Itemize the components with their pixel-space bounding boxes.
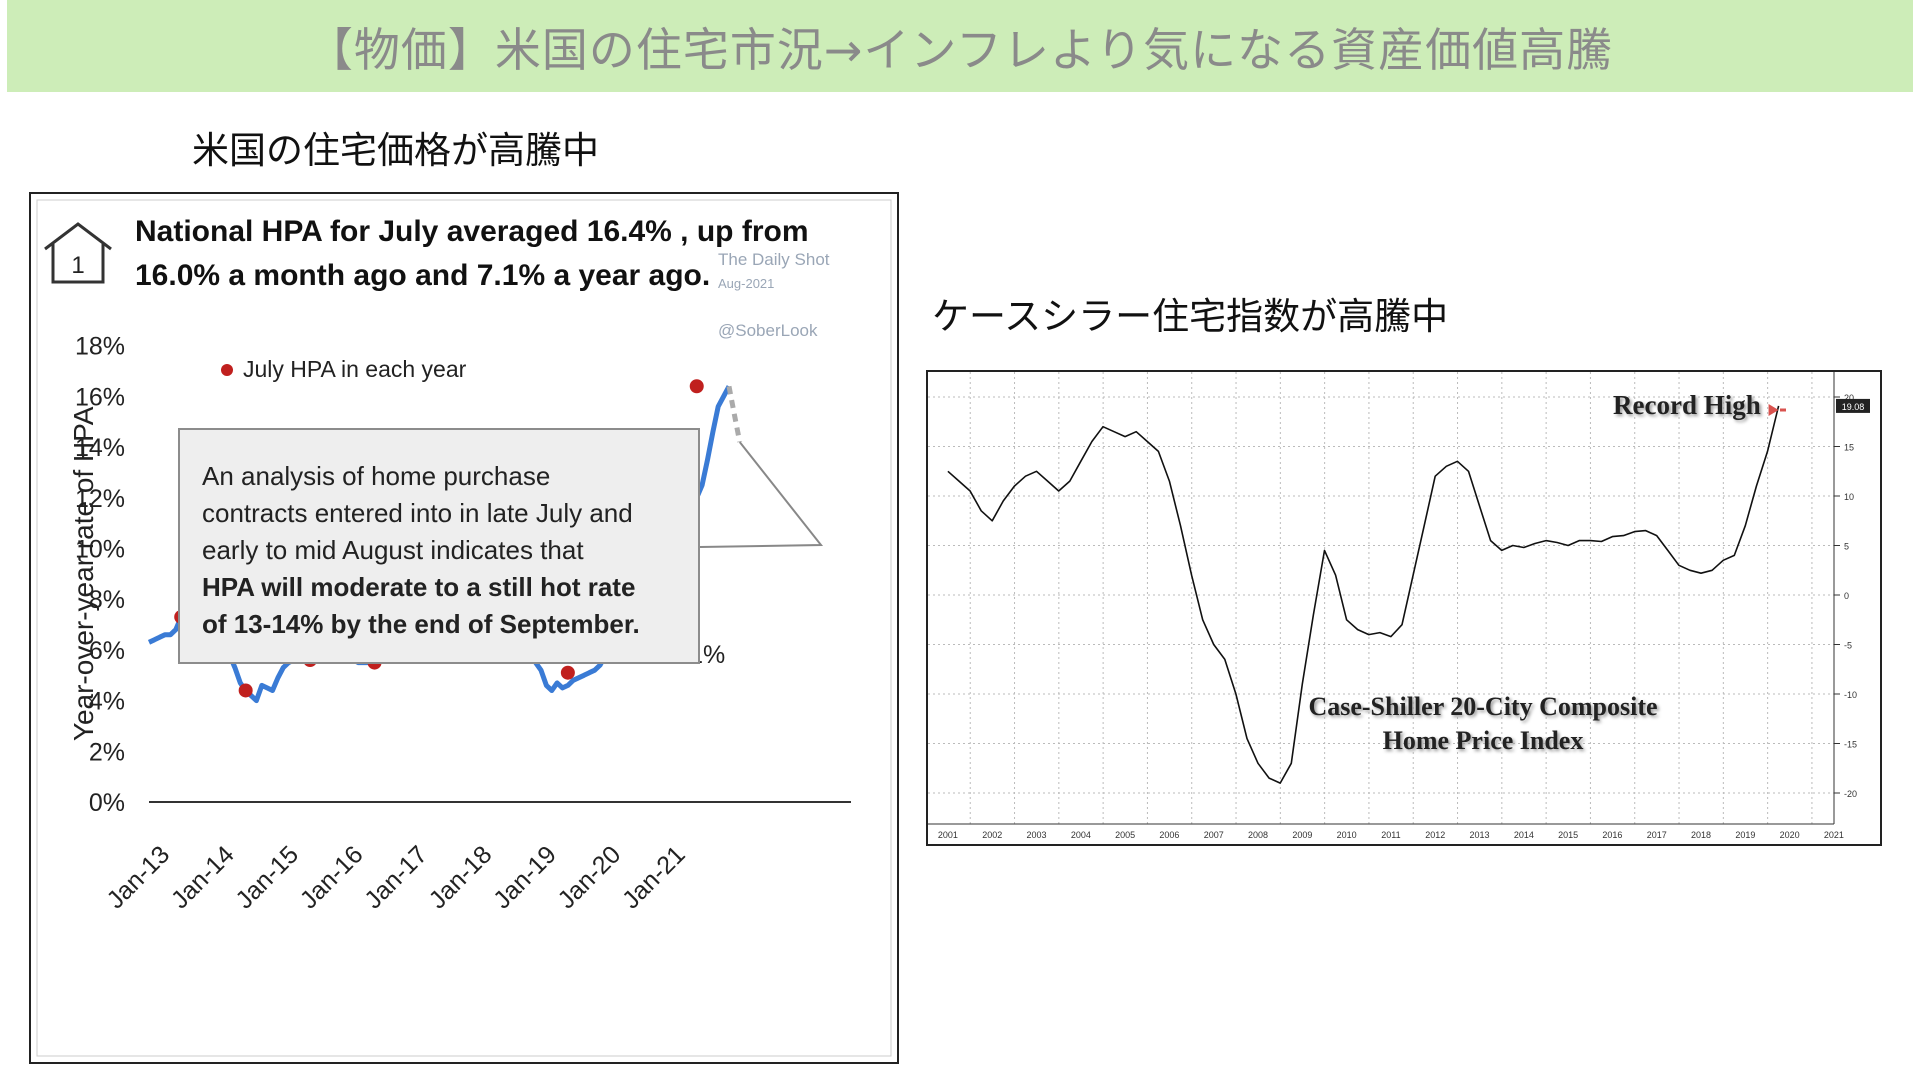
x-tick-label: 2019 — [1735, 830, 1755, 840]
record-high-arrowhead — [1768, 404, 1779, 416]
x-tick-label: 2007 — [1204, 830, 1224, 840]
x-tick-label: 2009 — [1292, 830, 1312, 840]
x-tick-label: 2008 — [1248, 830, 1268, 840]
y-tick-label: 5 — [1844, 542, 1849, 552]
july-marker — [238, 683, 253, 698]
y-tick-label: 14% — [75, 434, 125, 462]
y-tick-label: 2% — [89, 738, 125, 766]
headline-line: 16.0% a month ago and 7.1% a year ago. — [135, 259, 711, 292]
x-tick-label: 2017 — [1647, 830, 1667, 840]
x-tick-label: 2014 — [1514, 830, 1534, 840]
y-tick-label: -15 — [1844, 740, 1857, 750]
x-tick-label: 2011 — [1381, 830, 1400, 840]
annotation-line: An analysis of home purchase — [202, 461, 551, 491]
y-tick-label: 20 — [1844, 393, 1854, 403]
case-shiller-title: Case-Shiller 20-City Composite Home Pric… — [1258, 690, 1708, 758]
right-chart-caption: ケースシラー住宅指数が高騰中 — [932, 295, 1449, 338]
july-marker — [689, 379, 704, 394]
y-tick-label: 12% — [75, 485, 125, 513]
x-tick-label: 2001 — [938, 830, 958, 840]
annotation-bold-line: HPA will moderate to a still hot rate — [202, 572, 636, 602]
y-tick-label: 16% — [75, 383, 125, 411]
x-tick-label: 2020 — [1780, 830, 1800, 840]
y-tick-label: 10 — [1844, 492, 1854, 502]
y-tick-label: 4% — [89, 688, 125, 716]
x-tick-label: 2012 — [1425, 830, 1445, 840]
case-shiller-panel: -20 -15 -10 -5 0 5 10 15 20 2001 2002 2003 2004 2005 2… — [926, 370, 1882, 846]
x-tick-label: 2013 — [1470, 830, 1490, 840]
x-tick-label: 2016 — [1602, 830, 1622, 840]
title-banner: 【物価】米国の住宅市況→インフレより気になる資産価値高騰 — [7, 0, 1913, 92]
case-shiller-chart: -20 -15 -10 -5 0 5 10 15 20 2001 2002 2003 2004 2005 2… — [928, 372, 1870, 840]
x-tick-label: Jan-13 — [101, 840, 175, 914]
hpa-headline: National HPA for July averaged 16.4% , u… — [135, 210, 875, 298]
x-tick-label: 2015 — [1558, 830, 1578, 840]
x-tick-label: Jan-17 — [359, 840, 433, 914]
x-tick-label: Jan-15 — [230, 840, 304, 914]
case-shiller-title-line: Home Price Index — [1382, 726, 1584, 755]
legend-label: July HPA in each year — [243, 356, 467, 382]
y-tick-label: -10 — [1844, 690, 1857, 700]
projection-dashed-line — [726, 385, 743, 443]
case-shiller-title-line: Case-Shiller 20-City Composite — [1308, 692, 1658, 721]
y-tick-label: 0 — [1844, 591, 1849, 601]
y-tick-label: -5 — [1844, 641, 1852, 651]
x-tick-label: 2010 — [1337, 830, 1357, 840]
y-tick-label: -20 — [1844, 789, 1857, 799]
y-tick-label: 10% — [75, 536, 125, 564]
x-tick-label: 2003 — [1027, 830, 1047, 840]
annotation-leader-line — [699, 441, 824, 548]
hpa-y-axis-label: Year-over-year rate of HPA — [68, 406, 99, 741]
x-tick-label: 2005 — [1115, 830, 1135, 840]
x-tick-label: 2004 — [1071, 830, 1091, 840]
x-tick-label: 2002 — [982, 830, 1002, 840]
y-tick-label: 8% — [89, 586, 125, 614]
x-tick-label: 2006 — [1159, 830, 1179, 840]
y-tick-label: 0% — [89, 789, 125, 817]
y-tick-label: 15 — [1844, 443, 1854, 453]
y-tick-label: 6% — [89, 637, 125, 665]
watermark-handle: @SoberLook — [718, 321, 818, 340]
july-marker — [560, 665, 575, 680]
last-value-label: 19.08 — [1842, 402, 1865, 412]
x-tick-label: 2018 — [1691, 830, 1711, 840]
left-chart-caption: 米国の住宅価格が高騰中 — [192, 129, 599, 172]
hpa-chart-panel: 1 0% 2% 4% 6% 8% 10% 12% 14% 16% 18% Jan-13 Jan-14 J… — [29, 192, 899, 1064]
house-icon-number: 1 — [71, 252, 84, 279]
record-high-annotation: Record High — [1613, 390, 1761, 420]
x-tick-label: 2021 — [1824, 830, 1844, 840]
case-shiller-series-line — [947, 405, 1780, 784]
annotation-line: contracts entered into in late July and — [202, 498, 633, 528]
annotation-box: An analysis of home purchase contracts e… — [178, 428, 700, 664]
x-tick-label: Jan-16 — [295, 840, 369, 914]
watermark-source: The Daily Shot — [718, 250, 830, 269]
x-tick-label: Jan-14 — [166, 840, 240, 914]
y-tick-label: 18% — [75, 333, 125, 361]
headline-line: National HPA for July averaged 16.4% , u… — [135, 215, 809, 248]
last-value-badge — [1836, 398, 1870, 413]
annotation-line: early to mid August indicates that — [202, 535, 584, 565]
legend-marker — [221, 364, 233, 376]
house-icon: 1 — [44, 222, 112, 284]
watermark-date: Aug-2021 — [718, 276, 775, 291]
x-tick-label: Jan-18 — [424, 840, 498, 914]
slide-title: 【物価】米国の住宅市況→インフレより気になる資産価値高騰 — [306, 23, 1614, 77]
x-tick-label: Jan-19 — [488, 840, 562, 914]
annotation-bold-line: of 13-14% by the end of September. — [202, 609, 640, 639]
x-tick-label: Jan-20 — [552, 840, 626, 914]
x-tick-label: Jan-21 — [617, 840, 691, 914]
